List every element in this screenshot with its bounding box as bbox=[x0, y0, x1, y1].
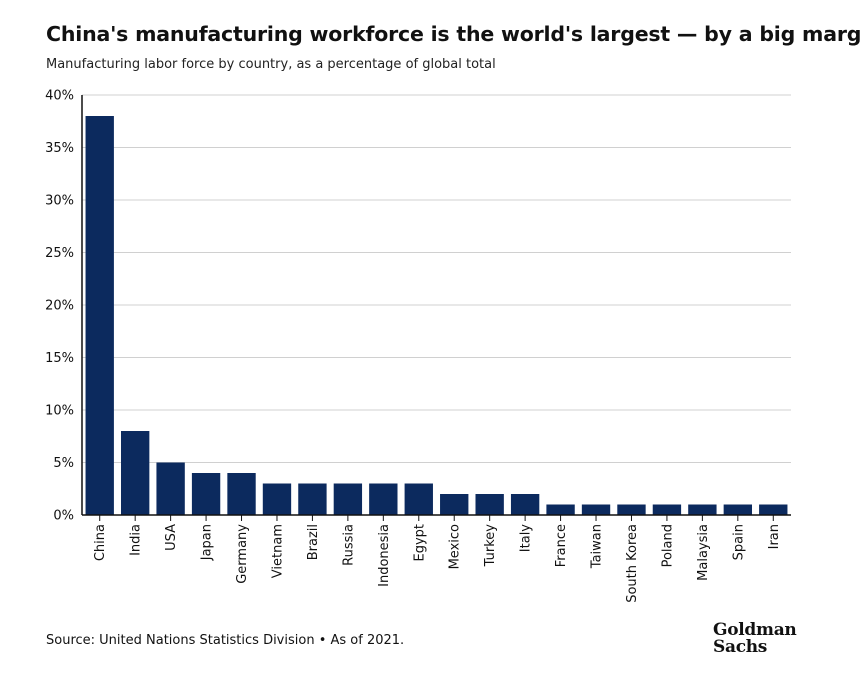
x-tick-label: Italy bbox=[519, 524, 534, 553]
x-tick-label: USA bbox=[164, 524, 179, 551]
bar-iran bbox=[759, 504, 788, 515]
bar-south-korea bbox=[617, 504, 646, 515]
y-tick-label: 40% bbox=[45, 89, 74, 104]
x-tick-label: France bbox=[554, 524, 569, 567]
x-tick-label: Turkey bbox=[483, 524, 498, 568]
x-tick-label: China bbox=[93, 524, 108, 561]
y-tick-label: 30% bbox=[45, 194, 74, 209]
y-tick-label: 25% bbox=[45, 246, 74, 261]
x-tick-label: Brazil bbox=[306, 524, 321, 560]
x-tick-label: Vietnam bbox=[270, 524, 285, 578]
x-tick-label: Germany bbox=[235, 524, 250, 584]
bar-italy bbox=[510, 494, 540, 515]
x-tick-label: Malaysia bbox=[696, 524, 711, 581]
bar-japan bbox=[191, 473, 221, 515]
y-tick-label: 35% bbox=[45, 141, 74, 156]
bar-egypt bbox=[404, 483, 433, 515]
y-tick-label: 20% bbox=[45, 299, 74, 314]
x-tick-label: Iran bbox=[767, 524, 782, 549]
chart-title: China's manufacturing workforce is the w… bbox=[46, 22, 860, 46]
x-tick-label: Egypt bbox=[412, 524, 427, 562]
bar-taiwan bbox=[581, 504, 611, 515]
bar-russia bbox=[333, 483, 363, 515]
y-tick-label: 15% bbox=[45, 351, 74, 366]
x-tick-label: Japan bbox=[200, 524, 215, 561]
y-tick-label: 10% bbox=[45, 404, 74, 419]
bar-indonesia bbox=[369, 483, 398, 515]
logo-line-1: Goldman bbox=[713, 620, 797, 640]
x-tick-label: Poland bbox=[660, 524, 675, 567]
source-note: Source: United Nations Statistics Divisi… bbox=[46, 633, 405, 648]
logo-line-2: Sachs bbox=[713, 637, 768, 657]
x-tick-label: Spain bbox=[731, 524, 746, 560]
bar-china bbox=[85, 116, 114, 515]
bar-india bbox=[120, 431, 150, 515]
goldman-sachs-logo: Goldman Sachs bbox=[713, 620, 797, 657]
bar-mexico bbox=[440, 494, 469, 515]
bar-usa bbox=[156, 462, 185, 515]
bar-france bbox=[546, 504, 575, 515]
bar-malaysia bbox=[688, 504, 717, 515]
bar-poland bbox=[652, 504, 682, 515]
x-tick-label: India bbox=[129, 524, 144, 556]
bar-spain bbox=[723, 504, 753, 515]
bar-turkey bbox=[475, 494, 504, 515]
x-tick-label: Russia bbox=[341, 524, 356, 566]
x-tick-label: Mexico bbox=[448, 524, 463, 569]
x-tick-label: South Korea bbox=[625, 524, 640, 603]
chart-subtitle: Manufacturing labor force by country, as… bbox=[46, 57, 496, 72]
y-tick-label: 0% bbox=[53, 509, 74, 524]
bar-germany bbox=[227, 473, 256, 515]
y-tick-label: 5% bbox=[53, 456, 74, 471]
bar-brazil bbox=[298, 483, 327, 515]
x-tick-label: Taiwan bbox=[590, 524, 605, 569]
bar-vietnam bbox=[262, 483, 292, 515]
x-tick-label: Indonesia bbox=[377, 524, 392, 587]
